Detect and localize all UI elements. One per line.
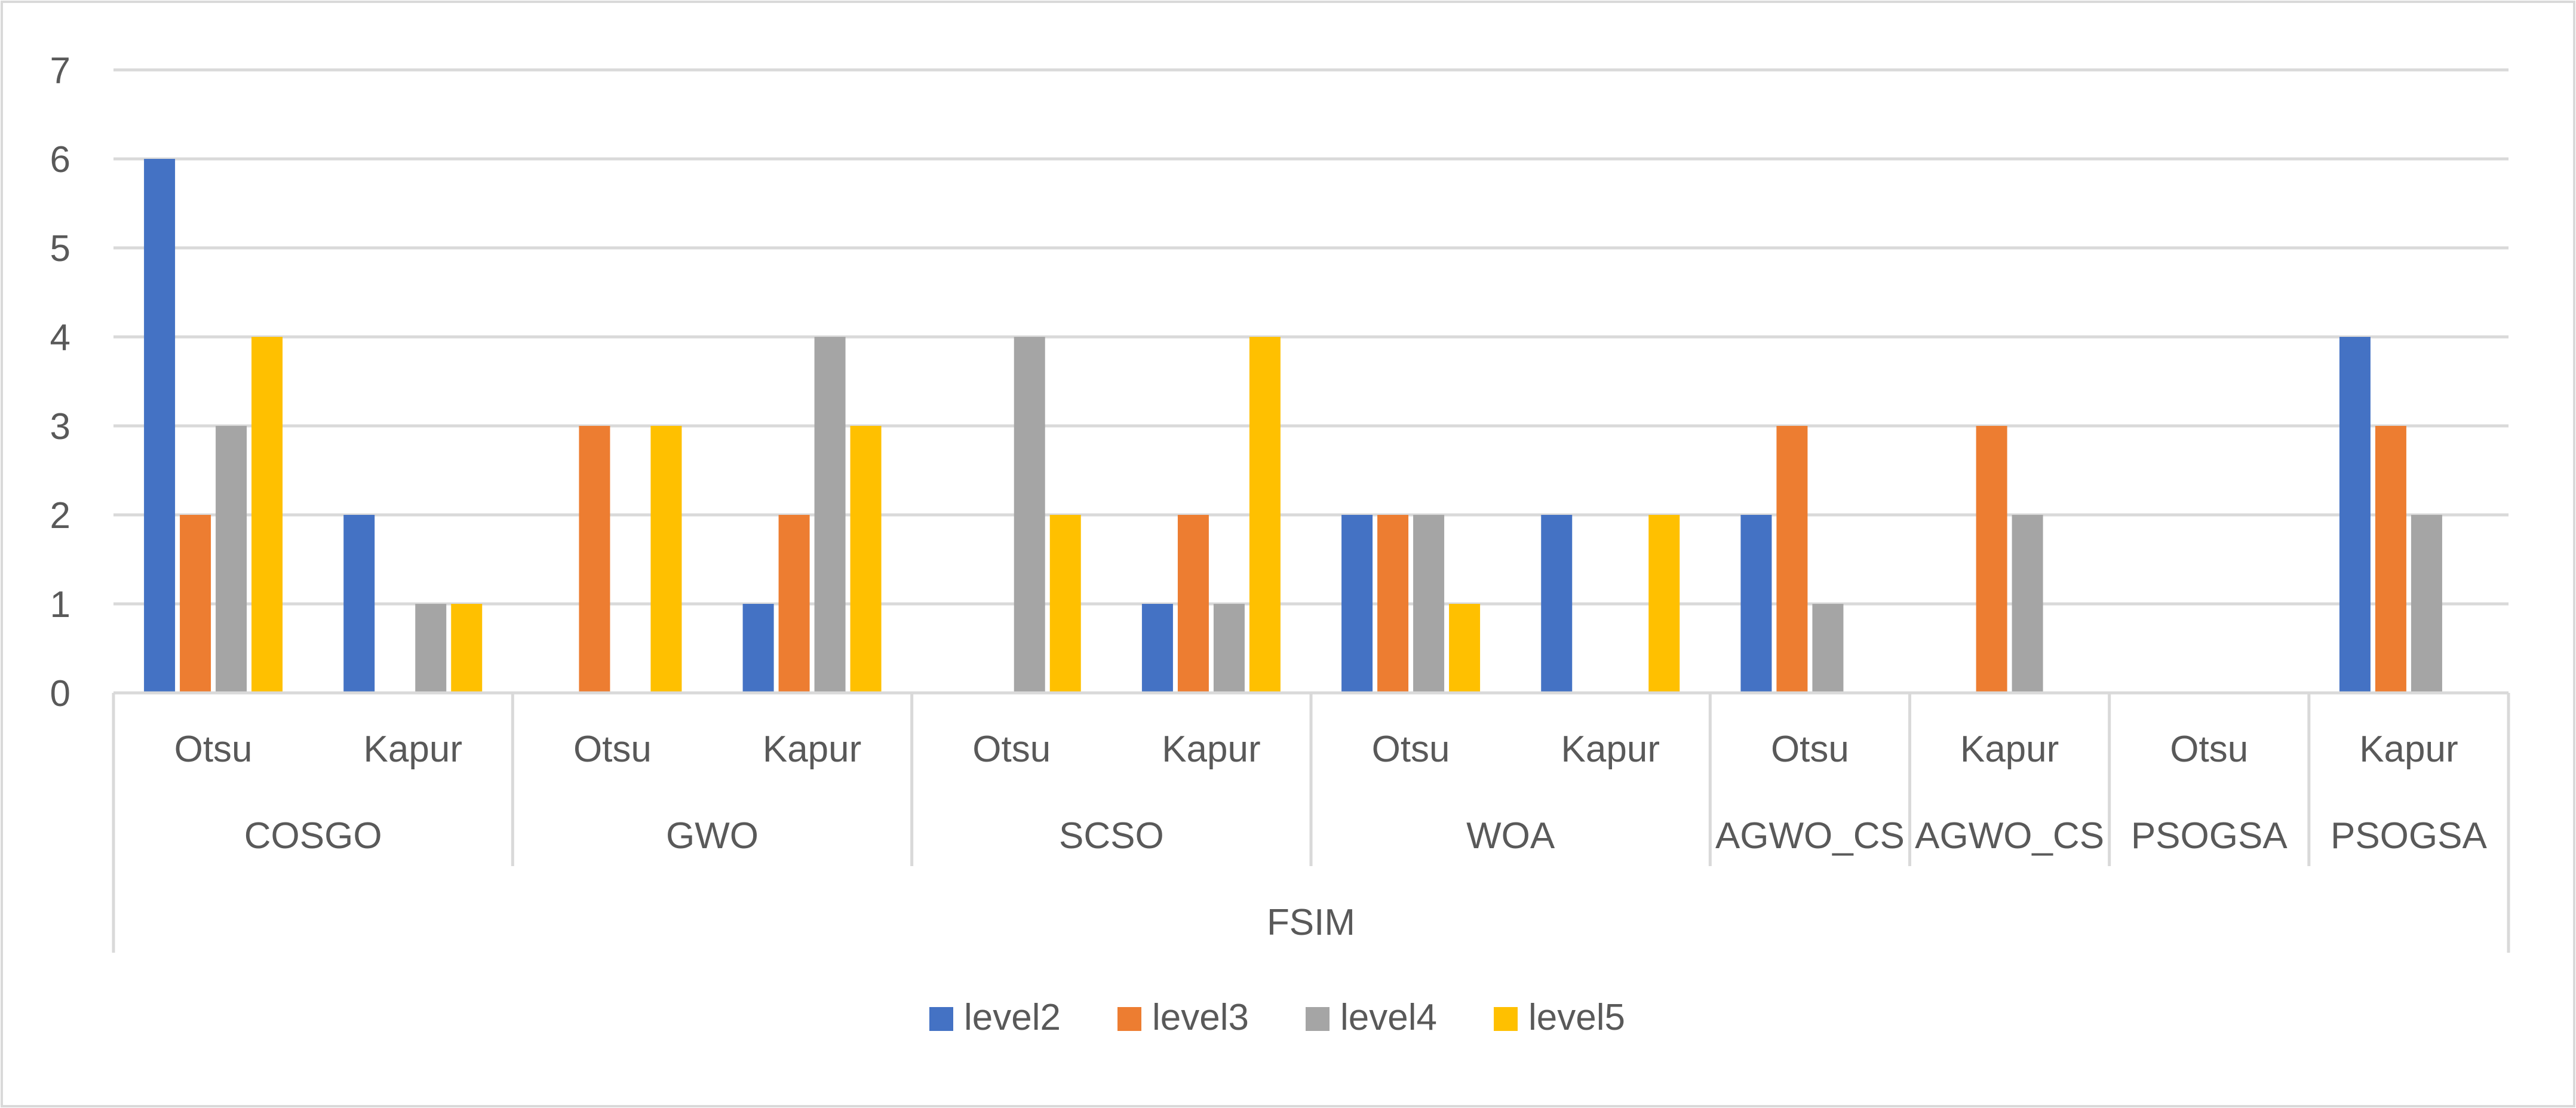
bar-level5 xyxy=(251,337,283,693)
y-tick-label: 7 xyxy=(50,50,70,91)
x-tick-label: Otsu xyxy=(2170,729,2248,770)
legend-label: level5 xyxy=(1528,997,1625,1038)
bar-level4 xyxy=(814,337,846,693)
bar-level5 xyxy=(1249,337,1281,693)
y-tick-label: 1 xyxy=(50,584,70,625)
bar-level4 xyxy=(2012,515,2043,693)
legend-label: level3 xyxy=(1152,997,1249,1038)
x-axis: FSIM Otsu Kapur Otsu Kapur Otsu Kapur Otsu Kapu… xyxy=(112,691,2510,953)
group-label: PSOGSA xyxy=(2131,815,2288,857)
legend-label: level2 xyxy=(964,997,1061,1038)
group-label: COSGO xyxy=(244,815,382,857)
bars xyxy=(144,159,2442,693)
bar-level3 xyxy=(180,515,211,693)
bar-level2 xyxy=(742,604,774,693)
bar-level2 xyxy=(1141,604,1173,693)
bar-level3 xyxy=(2375,426,2406,693)
bar-level2 xyxy=(1341,515,1373,693)
legend-swatch-level4 xyxy=(1306,1007,1330,1031)
bar-level3 xyxy=(579,426,610,693)
legend-swatch-level3 xyxy=(1117,1007,1141,1031)
x-tick-label: Kapur xyxy=(2359,729,2458,770)
bar-level5 xyxy=(850,426,882,693)
group-label: AGWO_CS xyxy=(1715,815,1905,857)
x-tick-label: Otsu xyxy=(1372,729,1450,770)
bar-level5 xyxy=(650,426,682,693)
y-tick-label: 0 xyxy=(50,673,70,714)
bar-level3 xyxy=(1377,515,1409,693)
bar-level5 xyxy=(451,604,483,693)
bar-level2 xyxy=(1541,515,1573,693)
bar-level4 xyxy=(1413,515,1445,693)
bar-level2 xyxy=(2339,337,2371,693)
y-tick-label: 5 xyxy=(50,228,70,269)
bar-level4 xyxy=(415,604,447,693)
bar-level4 xyxy=(1014,337,1045,693)
x-tick-label: Kapur xyxy=(1561,729,1660,770)
x-tick-label: Kapur xyxy=(1960,729,2059,770)
bar-level5 xyxy=(1049,515,1081,693)
bar-level4 xyxy=(1812,604,1844,693)
x-tick-label: Kapur xyxy=(364,729,462,770)
group-label: SCSO xyxy=(1059,815,1164,857)
bar-level2 xyxy=(343,515,375,693)
group-label: PSOGSA xyxy=(2331,815,2488,857)
x-tick-label: Kapur xyxy=(1162,729,1260,770)
bar-level3 xyxy=(1976,426,2007,693)
bar-level2 xyxy=(144,159,176,693)
bar-level5 xyxy=(1449,604,1481,693)
bar-level4 xyxy=(2411,515,2442,693)
legend-label: level4 xyxy=(1340,997,1437,1038)
y-tick-label: 4 xyxy=(50,317,70,358)
y-tick-label: 2 xyxy=(50,495,70,536)
x-axis-title: FSIM xyxy=(1267,902,1355,943)
y-axis: 0 1 2 3 4 5 6 7 xyxy=(50,50,70,714)
x-tick-label: Otsu xyxy=(972,729,1051,770)
legend: level2 level3 level4 level5 xyxy=(929,997,1625,1038)
bar-level5 xyxy=(1648,515,1680,693)
group-label: AGWO_CS xyxy=(1915,815,2104,857)
bar-level4 xyxy=(1213,604,1245,693)
group-label: WOA xyxy=(1466,815,1555,857)
bar-level2 xyxy=(1740,515,1772,693)
group-label: GWO xyxy=(666,815,759,857)
y-tick-label: 6 xyxy=(50,139,70,180)
x-tick-label: Otsu xyxy=(1771,729,1849,770)
x-tick-label: Otsu xyxy=(573,729,652,770)
x-tick-label: Otsu xyxy=(174,729,253,770)
bar-level4 xyxy=(216,426,247,693)
x-tick-label: Kapur xyxy=(763,729,861,770)
bar-level3 xyxy=(1177,515,1209,693)
y-tick-label: 3 xyxy=(50,406,70,447)
bar-level3 xyxy=(778,515,810,693)
legend-swatch-level2 xyxy=(929,1007,953,1031)
legend-swatch-level5 xyxy=(1494,1007,1518,1031)
bar-level3 xyxy=(1776,426,1808,693)
